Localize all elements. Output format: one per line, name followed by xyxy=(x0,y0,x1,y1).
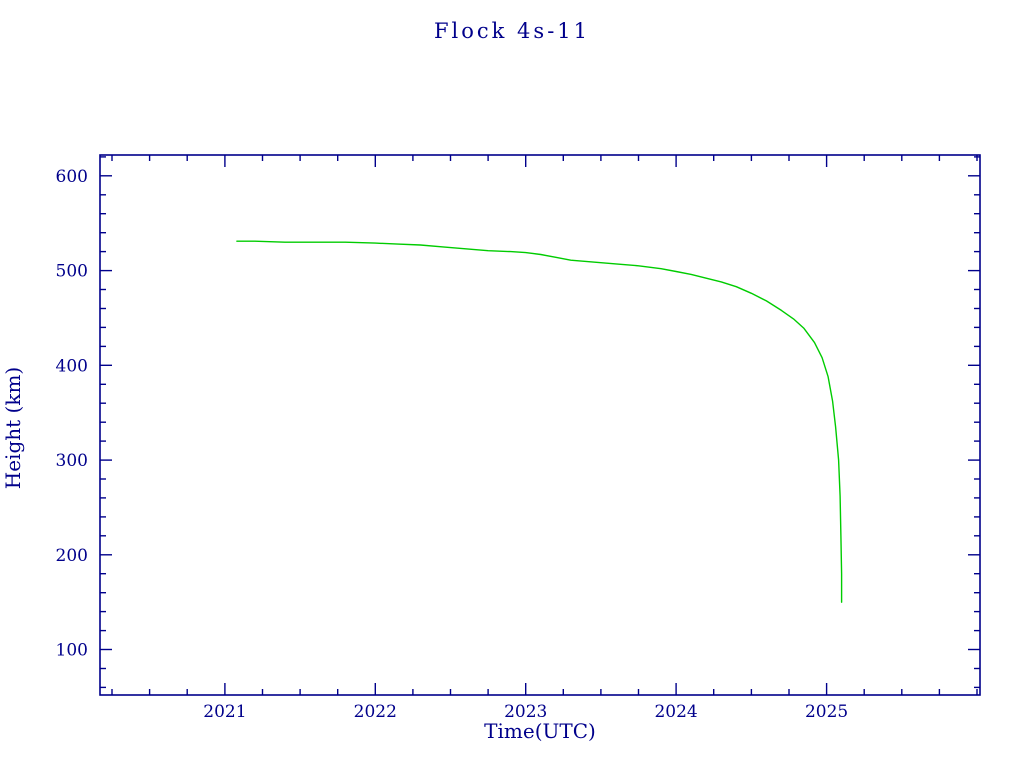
y-tick-label: 200 xyxy=(56,546,88,566)
chart-title: Flock 4s-11 xyxy=(434,19,590,43)
y-tick-label: 300 xyxy=(56,451,88,471)
x-tick-label: 2025 xyxy=(805,702,848,722)
y-tick-label: 600 xyxy=(56,167,88,187)
x-tick-label: 2021 xyxy=(203,702,246,722)
y-tick-label: 400 xyxy=(56,356,88,376)
y-axis-label: Height (km) xyxy=(1,367,25,489)
axis-tick-labels: 2021 2022 2023 2024 2025 100 200 300 400 500 600 xyxy=(56,167,849,722)
x-axis-label: Time(UTC) xyxy=(484,719,596,743)
x-tick-label: 2023 xyxy=(504,702,547,722)
axis-ticks xyxy=(100,155,980,695)
y-tick-label: 500 xyxy=(56,262,88,282)
plot-border xyxy=(99,154,981,696)
decay-line xyxy=(236,240,843,603)
y-tick-label: 100 xyxy=(56,641,88,661)
x-tick-label: 2022 xyxy=(354,702,397,722)
x-tick-label: 2024 xyxy=(654,702,697,722)
